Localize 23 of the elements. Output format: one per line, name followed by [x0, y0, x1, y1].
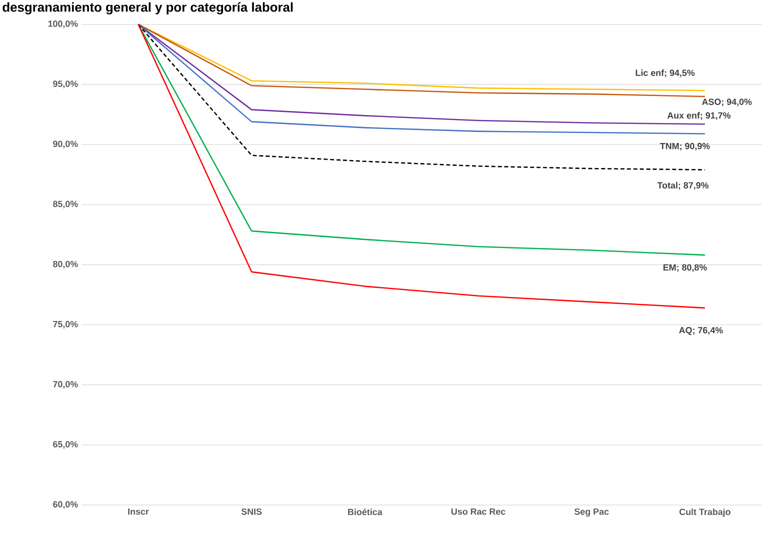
annotation: Lic enf; 94,5% — [636, 69, 695, 78]
y-tick-label: 65,0% — [53, 440, 78, 449]
x-tick-label: Uso Rac Rec — [451, 508, 506, 515]
annotation: TNM; 90,9% — [660, 142, 710, 150]
x-tick-label: Inscr — [128, 508, 149, 515]
x-tick-label: Seg Pac — [574, 508, 609, 516]
y-tick-label: 85,0% — [53, 200, 78, 208]
annotation: Aux enf; 91,7% — [667, 112, 731, 120]
x-tick-label: Bioética — [348, 508, 382, 515]
x-tick-label: SNIS — [241, 508, 262, 515]
x-tick-label: Cult Trabajo — [679, 508, 730, 517]
y-tick-label: 75,0% — [53, 320, 78, 328]
annotation: AQ; 76,4% — [679, 326, 723, 335]
annotation: EM; 80,8% — [663, 264, 707, 272]
annotation: Total; 87,9% — [657, 182, 709, 190]
y-tick-label: 80,0% — [53, 260, 78, 268]
y-tick-label: 95,0% — [53, 80, 78, 88]
y-tick-label: 70,0% — [53, 380, 78, 388]
y-tick-label: 100,0% — [48, 20, 78, 28]
y-tick-label: 90,0% — [53, 140, 78, 148]
chart-title: desgranamiento general y por categoría laboral — [2, 2, 293, 14]
y-tick-label: 60,0% — [53, 500, 78, 509]
annotation: ASO; 94,0% — [702, 98, 752, 106]
